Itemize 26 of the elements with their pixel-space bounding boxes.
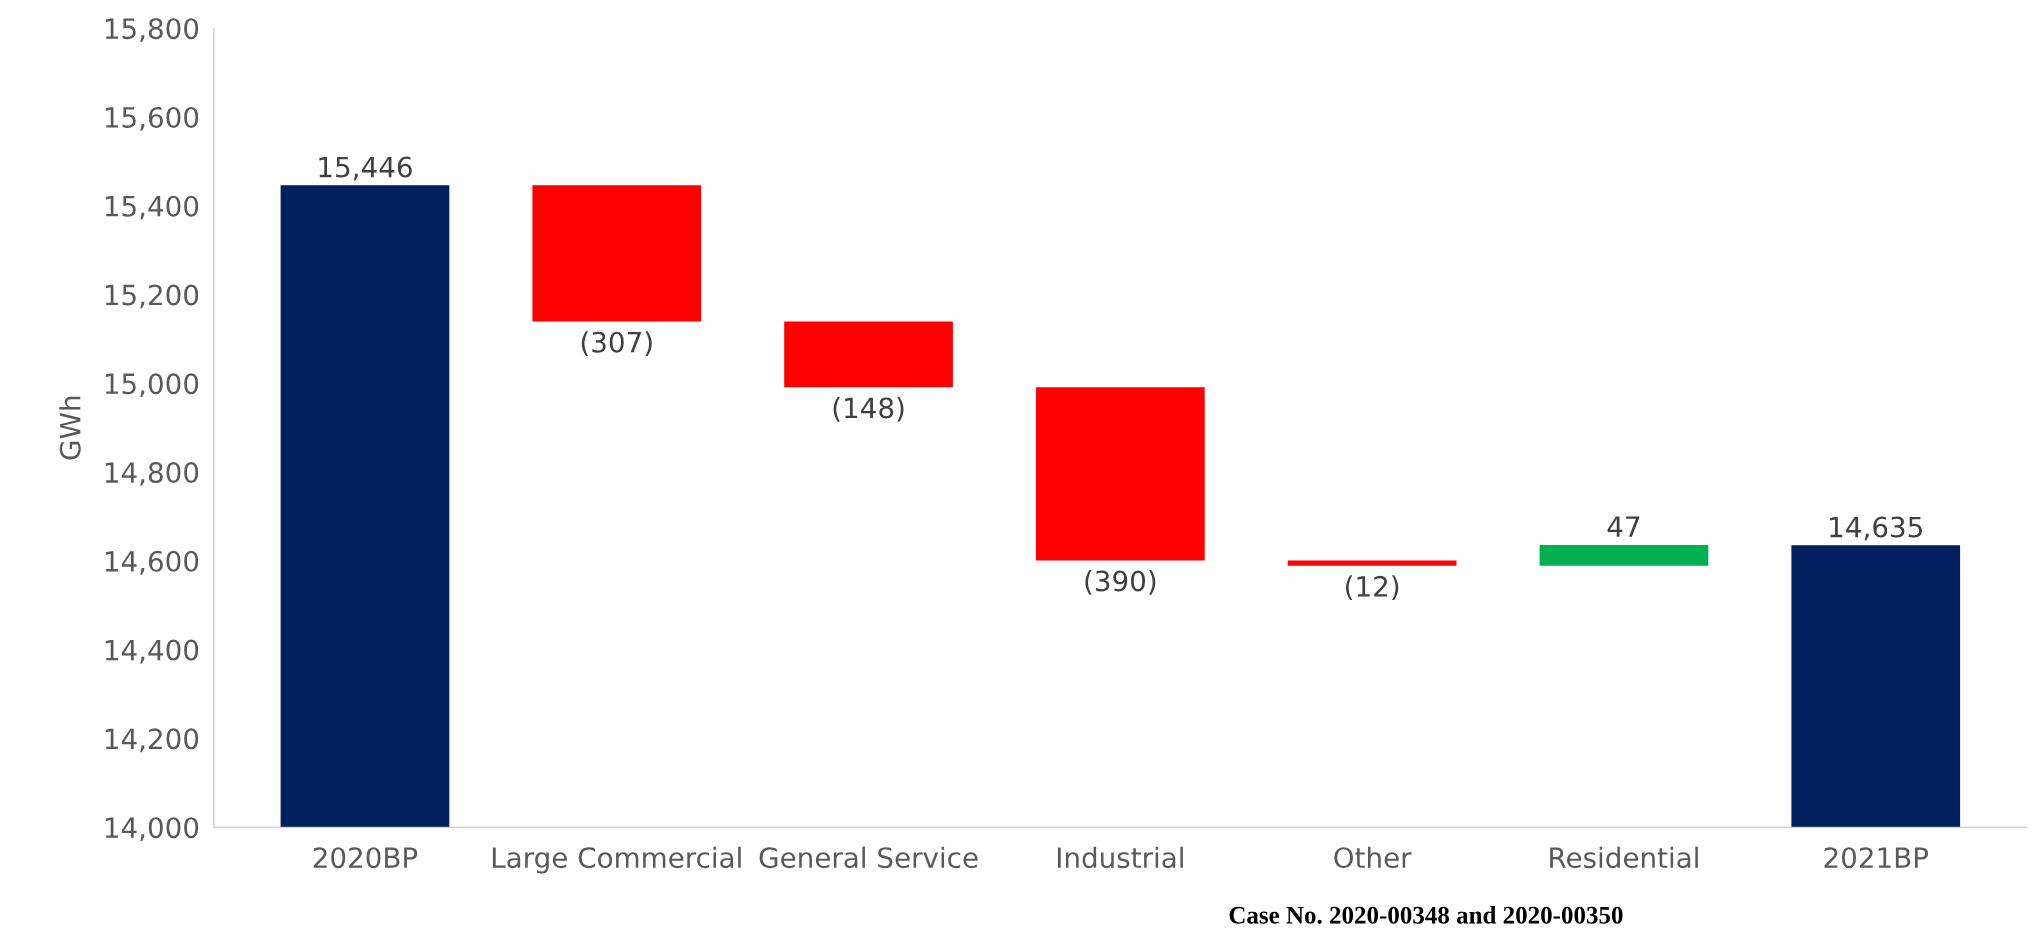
y-tick-label: 15,000 <box>105 373 199 398</box>
x-tick-label: General Service <box>759 846 978 869</box>
x-tick-label: Industrial <box>1057 846 1183 869</box>
x-tick-label: 2020BP <box>313 847 418 869</box>
data-label: (12) <box>1346 575 1399 601</box>
y-tick-label: 14,200 <box>105 728 199 753</box>
x-tick-label: Large Commercial <box>492 846 741 874</box>
y-tick-label: 14,400 <box>105 639 199 664</box>
data-label: (307) <box>581 331 652 356</box>
data-label: 47 <box>1607 516 1640 537</box>
data-label: 15,446 <box>319 156 412 181</box>
y-tick-label: 15,400 <box>105 195 199 220</box>
y-tick-label: 15,600 <box>105 106 199 131</box>
x-tick-label: 2021BP <box>1824 847 1929 869</box>
x-tick-label: Residential <box>1550 846 1698 869</box>
y-axis-title: GWh <box>59 396 81 460</box>
text: Case No. 2020-00348 and 2020-00350 <box>1229 906 1623 924</box>
y-tick-label: 14,000 <box>105 817 199 841</box>
y-tick-label: 14,800 <box>105 462 199 486</box>
y-tick-label: 14,600 <box>105 550 199 575</box>
y-tick-label: 15,800 <box>105 18 199 42</box>
y-tick-label: 15,200 <box>105 284 199 309</box>
data-label: (148) <box>833 396 904 422</box>
data-label: 14,635 <box>1830 516 1922 541</box>
data-label: (390) <box>1085 570 1156 595</box>
x-tick-label: Other <box>1334 846 1412 869</box>
